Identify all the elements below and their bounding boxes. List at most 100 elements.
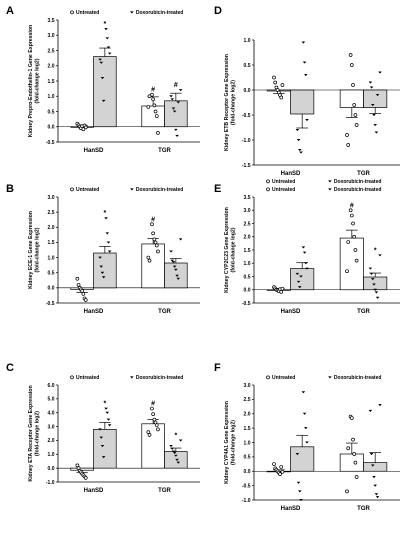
y-tick-label: 0.0 [48, 125, 55, 131]
y-axis-label-line: Kidney ECE-1 Gene Expression [28, 211, 34, 289]
point-untreated [81, 127, 86, 132]
y-tick-label: 1.5 [244, 426, 251, 432]
legend-untreated-marker [266, 375, 270, 380]
legend-untreated-marker [70, 10, 74, 15]
panel-d: D Kidney ETB Receptor Gene Expression (fol… [214, 5, 400, 185]
point-treated [105, 232, 110, 235]
point-treated [178, 439, 183, 442]
panel-letter: A [6, 5, 14, 17]
point-treated [368, 267, 373, 270]
point-untreated [352, 452, 357, 456]
y-tick-label: 0.5 [244, 455, 251, 461]
point-treated [372, 476, 376, 479]
point-treated [175, 274, 179, 277]
point-treated [176, 461, 181, 464]
point-treated [369, 86, 374, 89]
point-treated [170, 259, 175, 262]
point-treated [169, 250, 173, 253]
y-tick-label: 3.0 [48, 195, 55, 201]
y-tick-label: -0.5 [46, 140, 55, 146]
legend-treated-marker [130, 11, 134, 14]
point-treated [176, 277, 181, 280]
point-treated [299, 275, 303, 278]
legend-untreated-marker [266, 187, 270, 192]
point-treated [169, 444, 173, 448]
point-treated [302, 251, 307, 254]
point-untreated [351, 221, 355, 226]
point-treated [175, 458, 179, 461]
point-untreated [348, 53, 353, 57]
y-tick-label: 3.0 [48, 424, 55, 430]
legend-treated-marker [130, 188, 134, 191]
y-axis-label-line: (fold-change log2) [231, 80, 237, 125]
point-treated [178, 238, 183, 241]
significance-mark: # [174, 82, 178, 89]
point-treated [107, 250, 112, 253]
point-treated [296, 481, 301, 484]
legend-treated-label: Doxorubicin-treated [334, 179, 382, 185]
point-treated [106, 418, 111, 421]
category-label: HanSD [281, 171, 301, 177]
point-treated [178, 89, 183, 92]
point-treated [100, 271, 105, 274]
point-treated [169, 95, 173, 98]
y-tick-label: 1.5 [48, 79, 55, 85]
point-untreated [272, 75, 276, 80]
point-treated [172, 451, 177, 455]
panel-letter: C [6, 362, 14, 374]
legend-treated-label: Doxorubicin-treated [136, 10, 184, 16]
point-treated [170, 98, 175, 101]
point-treated [172, 265, 177, 268]
y-tick-label: -1.0 [242, 498, 251, 504]
point-treated [98, 428, 102, 431]
legend-treated-marker [130, 376, 134, 379]
point-untreated [151, 412, 155, 416]
bar-treated [93, 428, 117, 469]
y-tick-label: 1.0 [244, 38, 251, 44]
bar-treated [363, 462, 388, 472]
legend-treated-label: Doxorubicin-treated [136, 375, 184, 381]
point-untreated [147, 258, 152, 263]
category-label: HanSD [84, 309, 104, 315]
y-tick-label: -0.5 [242, 113, 251, 119]
point-treated [105, 37, 110, 40]
y-tick-label: 0.5 [244, 63, 251, 69]
legend-treated-marker [328, 188, 332, 191]
y-tick-label: -0.5 [242, 483, 251, 489]
y-tick-label: 6.0 [48, 383, 55, 389]
point-treated [370, 278, 375, 281]
point-treated [373, 484, 377, 487]
y-tick-label: 2.5 [48, 48, 55, 54]
point-untreated [349, 213, 354, 218]
significance-mark: # [350, 202, 354, 209]
y-tick-label: 0.0 [244, 469, 251, 475]
point-treated [100, 444, 105, 448]
point-treated [175, 134, 179, 138]
point-treated [305, 119, 309, 122]
bar-untreated [339, 237, 364, 291]
y-tick-label: 1.0 [244, 261, 251, 267]
point-untreated [76, 282, 81, 287]
point-treated [99, 436, 104, 439]
point-untreated [83, 298, 88, 302]
panel-letter: E [214, 183, 221, 195]
point-untreated [346, 446, 351, 451]
point-treated [370, 104, 375, 107]
point-treated [370, 464, 375, 467]
y-tick-label: 2.0 [48, 438, 55, 444]
point-untreated [346, 143, 351, 147]
point-treated [374, 131, 379, 134]
y-tick-label: 2.5 [244, 221, 251, 227]
point-treated [299, 151, 303, 154]
point-treated [375, 496, 380, 499]
point-treated [295, 272, 300, 275]
point-treated [104, 407, 108, 410]
point-treated [170, 447, 175, 450]
point-treated [297, 149, 302, 152]
y-tick-label: 3.5 [244, 195, 251, 201]
significance-mark: # [151, 87, 155, 94]
point-untreated [80, 289, 84, 293]
category-label: TGR [357, 171, 370, 177]
legend-untreated-label: Untreated [272, 187, 295, 193]
y-tick-label: 2.0 [48, 64, 55, 70]
